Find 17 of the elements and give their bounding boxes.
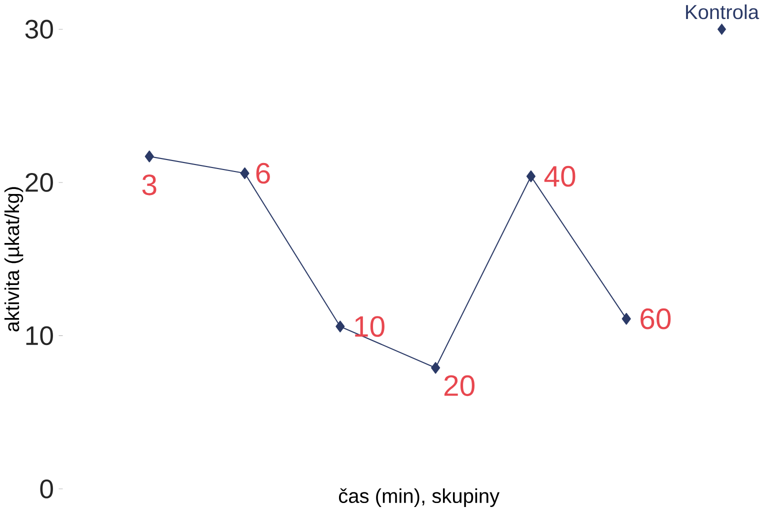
y-axis-title: aktivita (µkat/kg) [4, 186, 24, 332]
point [717, 23, 726, 35]
y-tick-label: 30 [25, 20, 53, 38]
point [526, 170, 536, 182]
y-tick-label: 0 [40, 479, 53, 498]
point [144, 150, 154, 162]
point [240, 167, 250, 179]
point [431, 362, 440, 374]
x-tick-label: 60 [640, 308, 671, 330]
point [622, 312, 631, 324]
y-tick-label: 10 [26, 326, 53, 345]
x-axis-title: čas (min), skupiny [338, 488, 500, 507]
x-tick-label: 6 [256, 162, 270, 184]
x-tick-label: 3 [142, 174, 156, 196]
x-tick-label: Kontrola [686, 4, 760, 19]
x-tick-label: 40 [544, 166, 576, 187]
point [336, 320, 345, 332]
